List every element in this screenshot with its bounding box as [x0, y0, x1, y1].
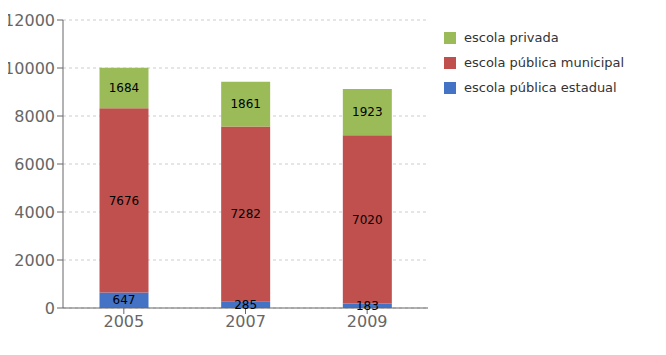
svg-text:0: 0 [45, 299, 55, 318]
svg-text:7282: 7282 [230, 207, 261, 221]
svg-text:10000: 10000 [8, 59, 55, 78]
svg-text:1861: 1861 [230, 97, 261, 111]
svg-text:2005: 2005 [103, 312, 144, 331]
svg-text:7676: 7676 [109, 194, 140, 208]
svg-text:2007: 2007 [225, 312, 266, 331]
html-text:escola privada: escola privada [464, 30, 559, 45]
svg-text:8000: 8000 [14, 107, 55, 126]
svg-text:183: 183 [356, 299, 379, 313]
svg-text:647: 647 [113, 293, 136, 307]
html-text:escola pública estadual: escola pública estadual [464, 80, 617, 95]
html-text:escola pública municipal: escola pública municipal [464, 55, 625, 70]
svg-text:12000: 12000 [8, 11, 55, 30]
svg-text:2000: 2000 [14, 251, 55, 270]
svg-text:285: 285 [234, 298, 257, 312]
svg-text:4000: 4000 [14, 203, 55, 222]
svg-text:1684: 1684 [109, 81, 140, 95]
svg-text:6000: 6000 [14, 155, 55, 174]
svg-text:2009: 2009 [347, 312, 388, 331]
svg-text:1923: 1923 [352, 105, 383, 119]
svg-text:7020: 7020 [352, 213, 383, 227]
